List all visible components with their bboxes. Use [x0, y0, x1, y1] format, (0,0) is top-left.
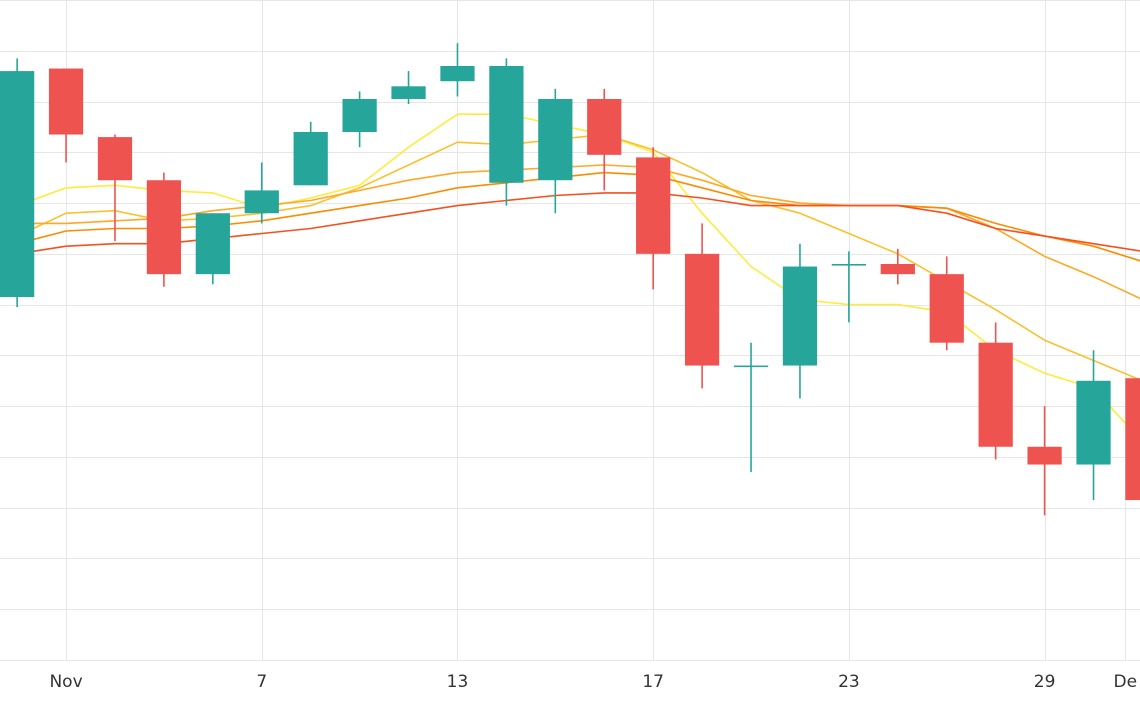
candle [97, 134, 133, 242]
candle-body [391, 86, 426, 99]
x-tick-label: Nov [49, 672, 82, 692]
candle [293, 121, 328, 186]
candle-body [782, 266, 818, 366]
x-axis-ticks: Nov 7 13 17 23 29 De [49, 672, 1137, 692]
candle-body [587, 99, 622, 155]
candle-body [538, 99, 573, 181]
candle [391, 71, 426, 105]
candle-body [48, 68, 84, 135]
candle [1125, 378, 1140, 501]
candle-body [880, 264, 915, 275]
candle [587, 88, 622, 191]
x-tick-label: 23 [838, 672, 860, 692]
x-tick-label: 17 [642, 672, 664, 692]
candle-body [978, 342, 1013, 447]
candle [440, 43, 475, 97]
candle-body [831, 264, 867, 266]
candle [244, 162, 279, 224]
candle-body [1125, 378, 1140, 501]
candle [342, 91, 377, 148]
moving-average-line [16, 171, 1140, 262]
candle-body [195, 213, 230, 275]
candle-body [0, 71, 35, 297]
candle [48, 68, 84, 163]
candle-body [636, 157, 671, 254]
candle-body [293, 132, 328, 186]
candle [1027, 406, 1062, 516]
candle-body [1027, 446, 1062, 465]
candle [733, 342, 769, 473]
candle [195, 213, 230, 285]
candle-body [97, 137, 133, 181]
candle [684, 223, 720, 389]
candle [831, 251, 867, 323]
moving-average-line [16, 192, 1140, 255]
candle [929, 256, 964, 351]
candle [978, 322, 1013, 460]
candle-body [489, 66, 524, 183]
candle-body [733, 365, 769, 368]
candle [636, 147, 671, 290]
x-tick-label: 7 [256, 672, 267, 692]
moving-average-line [16, 133, 1140, 381]
x-tick-label: De [1114, 672, 1138, 692]
candle [538, 88, 573, 214]
candle-body [1076, 380, 1111, 465]
candle-body [929, 274, 964, 343]
candles [0, 43, 1140, 516]
candle-body [244, 190, 279, 214]
x-tick-label: 29 [1034, 672, 1056, 692]
candle-body [684, 253, 720, 366]
moving-average-line [16, 113, 1140, 441]
candle [1076, 350, 1111, 501]
candle-body [342, 99, 377, 132]
moving-average-line [17, 164, 1140, 300]
grid-lines [0, 0, 1140, 661]
candle [880, 248, 915, 285]
candle [146, 172, 182, 287]
candle-body [146, 180, 182, 275]
candle [782, 243, 818, 399]
candle [489, 58, 524, 206]
candle [0, 58, 35, 308]
moving-average-lines [16, 113, 1140, 441]
x-tick-label: 13 [447, 672, 469, 692]
candle-body [440, 66, 475, 82]
